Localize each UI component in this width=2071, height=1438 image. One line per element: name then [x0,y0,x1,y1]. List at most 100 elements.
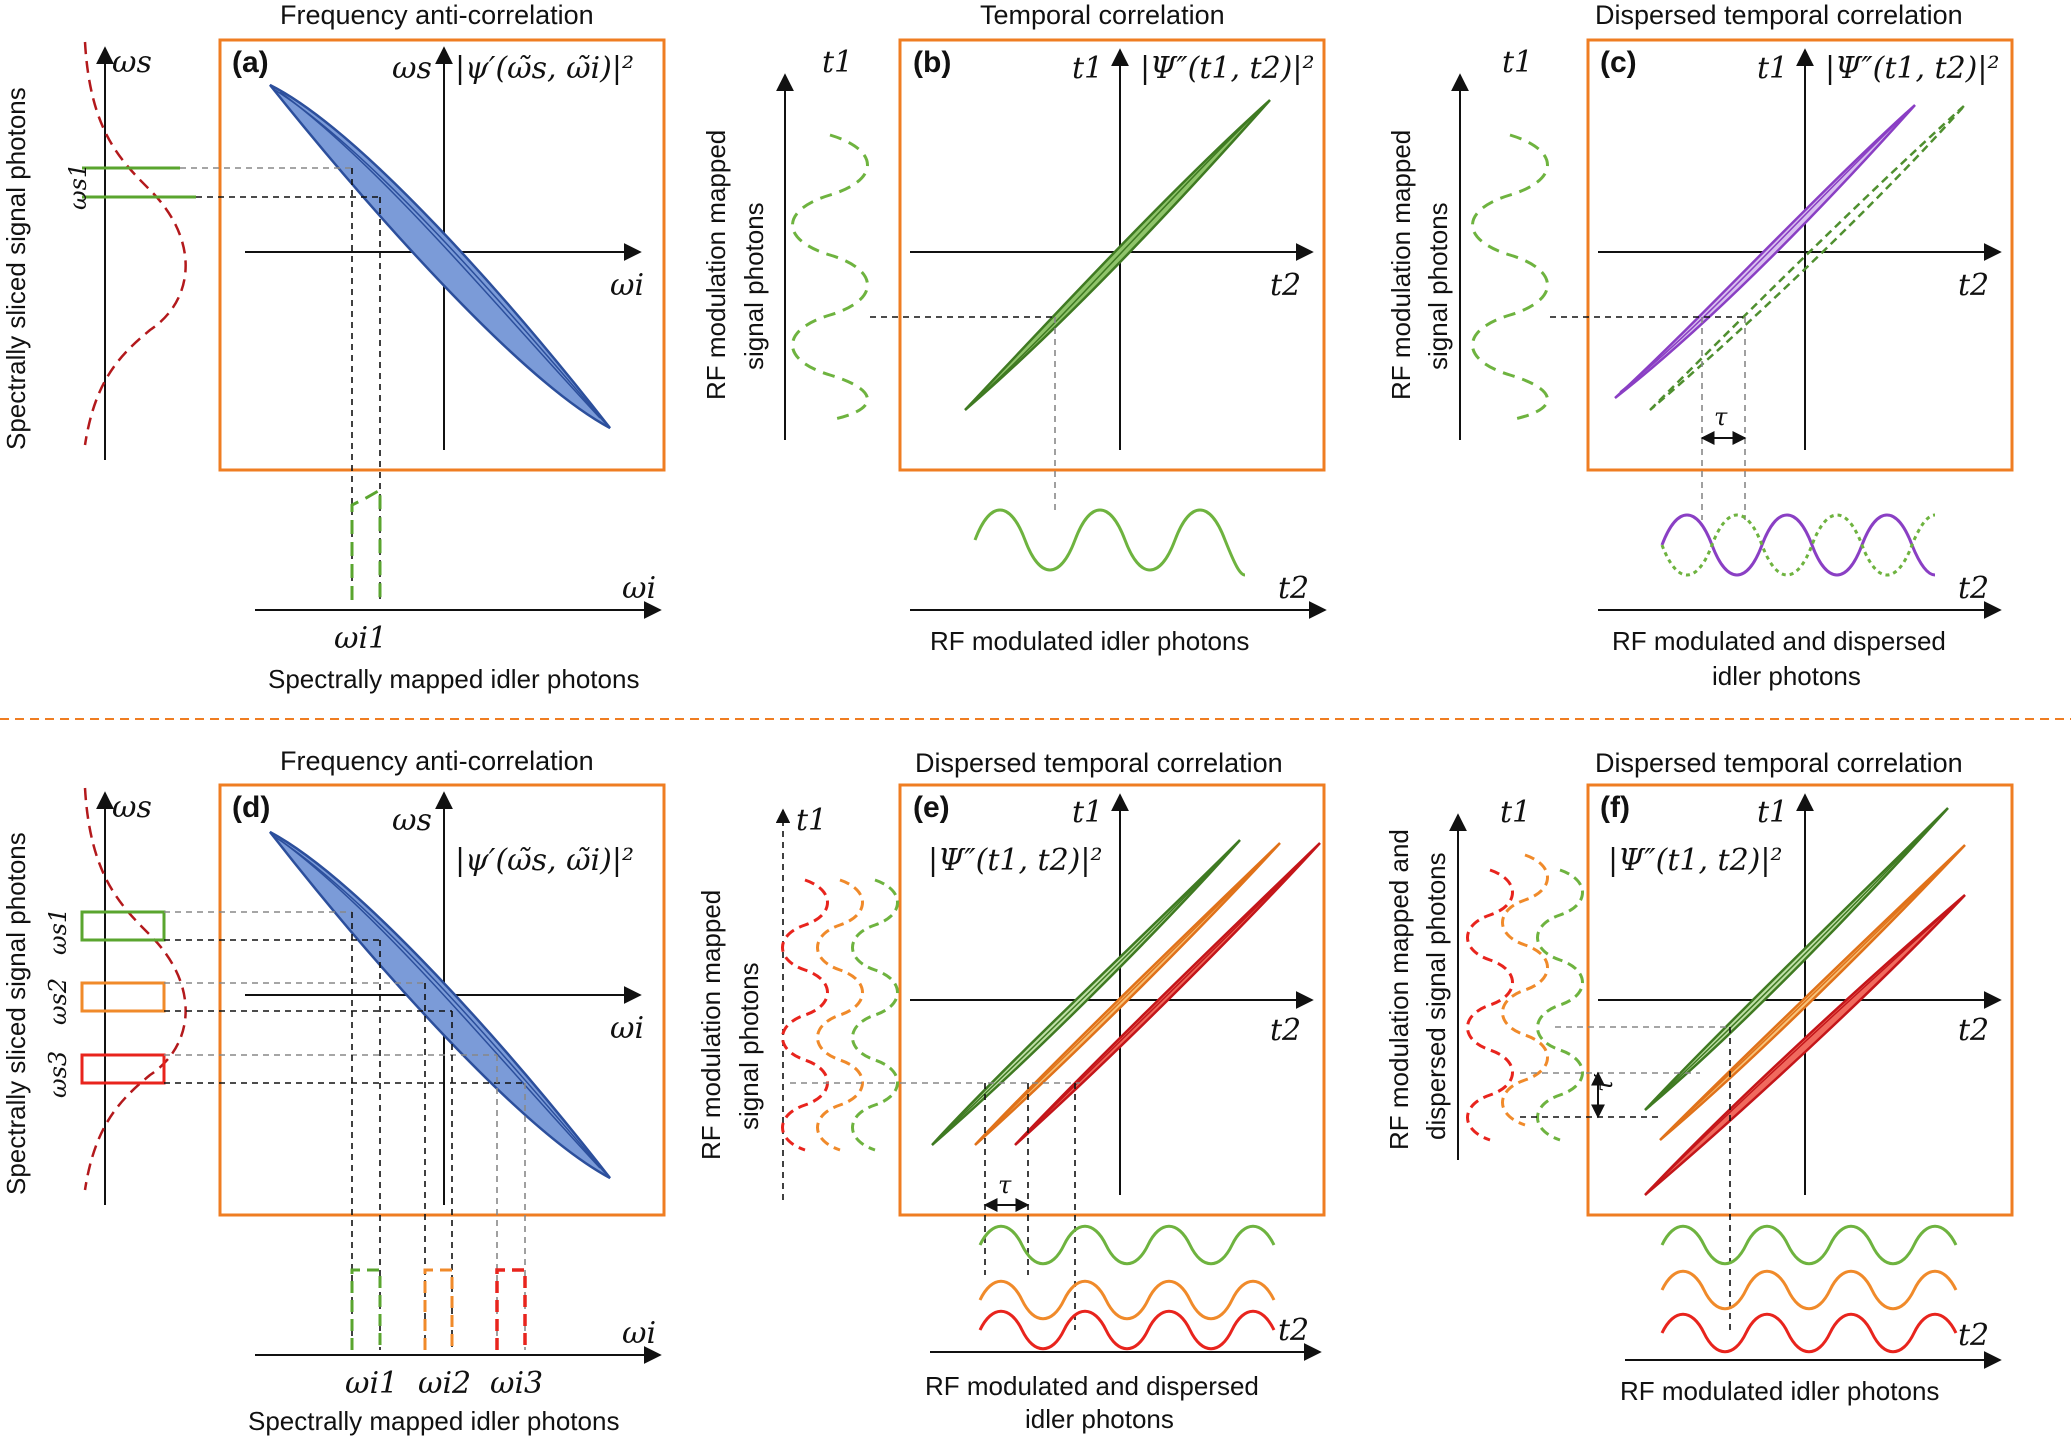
panel-a-idler-slice [350,487,382,600]
panel-d-slice-label-2: ωs2 [44,978,72,1025]
panel-a-side-axis-label: ωs [112,45,152,80]
panel-c-side-label-2: signal photons [1423,202,1453,370]
panel-a-y-label: ωs [392,51,432,86]
panel-b-bottom-axis-label: t2 [1278,571,1309,606]
panel-a-bottom-label: Spectrally mapped idler photons [268,664,639,694]
panel-f-tag: (f) [1600,791,1630,824]
panel-d-slice-2 [80,981,166,1013]
panel-f-ellipse-orange [1659,844,1966,1141]
panel-d-idler-slice-1 [350,1268,382,1350]
panel-f-frame [1586,783,2014,1217]
panel-d-slice-label-1: ωs1 [44,908,72,955]
panel-f-signal-wave-orange [1501,853,1549,1127]
panel-e-signal-wave-red [781,878,829,1152]
panel-e-signal-wave-green [851,878,899,1152]
panel-e-idler-wave-green [978,1224,1276,1266]
panel-f-side-axis-label: t1 [1500,795,1531,830]
panel-c-reference-idler-wave [1660,513,1936,577]
panel-e-formula: |Ψ″(t1, t2)|² [928,843,1103,878]
panel-a: Frequency anti-correlation (a) ωs |ψ′(ω̃… [1,0,666,694]
panel-f-x-label: t2 [1958,1013,1989,1048]
panel-a-title: Frequency anti-correlation [280,0,594,30]
panel-e-side-axis-label: t1 [796,803,827,838]
panel-d-title: Frequency anti-correlation [280,746,594,776]
panel-b-signal-wave [791,133,869,422]
panel-c-frame [1586,38,2014,472]
panel-d-formula: |ψ′(ω̃s, ω̃i)|² [455,843,634,878]
panel-c-tag: (c) [1600,46,1637,79]
panel-a-side-label: Spectrally sliced signal photons [1,87,31,450]
panel-d-bottom-tick-3: ωi3 [490,1366,543,1401]
panel-d-frame [218,783,666,1217]
panel-b-frame [898,38,1326,472]
panel-a-formula: |ψ′(ω̃s, ω̃i)|² [455,51,634,86]
panel-f-signal-wave-red [1466,868,1514,1142]
panel-e-idler-wave-orange [978,1279,1276,1321]
panel-e-bottom-label-2: idler photons [1025,1404,1174,1434]
panel-b-idler-wave [973,508,1246,577]
panel-e-signal-wave-orange [816,878,864,1152]
panel-e-side-label-1: RF modulation mapped [696,890,726,1160]
panel-d-bottom-label: Spectrally mapped idler photons [248,1406,619,1436]
panel-a-tag: (a) [232,46,269,79]
panel-f-side-label-2: dispersed signal photons [1421,852,1451,1140]
panel-f-idler-wave-green [1660,1224,1958,1266]
panel-f-bottom-axis-label: t2 [1958,1318,1989,1353]
panel-a-correlation-ellipse [269,83,611,430]
panel-b-title: Temporal correlation [980,0,1225,30]
panel-c-side-axis-label: t1 [1502,45,1533,80]
panel-b-side-label-1: RF modulation mapped [701,130,731,400]
panel-a-frame [218,38,666,472]
panel-c-bottom-axis-label: t2 [1958,571,1989,606]
panel-f-ellipse-green [1644,807,1949,1111]
panel-a-slice-label: ωs1 [64,163,92,210]
panel-c-formula: |Ψ″(t1, t2)|² [1825,51,2000,86]
panel-c-x-label: t2 [1958,268,1989,303]
panel-b-x-label: t2 [1270,268,1301,303]
panel-b-side-label-2: signal photons [739,202,769,370]
panel-d-bottom-tick-1: ωi1 [345,1366,398,1401]
panel-c-reference-ellipse [1649,104,1966,411]
panel-f-side-label-1: RF modulation mapped and [1384,829,1414,1150]
panel-b-y-label: t1 [1072,51,1103,86]
panel-d-slice-3 [80,1053,166,1085]
panel-f-y-label: t1 [1757,795,1788,830]
panel-d-idler-slice-2 [423,1268,454,1350]
panel-d-bottom-tick-2: ωi2 [418,1366,471,1401]
panel-d-side-axis-label: ωs [112,790,152,825]
panel-c-y-label: t1 [1757,51,1788,86]
panel-d-slice-1 [80,910,166,942]
panel-c-side-label-1: RF modulation mapped [1386,130,1416,400]
panel-d-y-label: ωs [392,803,432,838]
panel-b-side-axis-label: t1 [822,45,853,80]
panel-c-delay-label: τ [1714,403,1728,431]
panel-b-correlation-ellipse [964,99,1271,411]
panel-f: Dispersed temporal correlation (f) t1 |Ψ… [1384,748,2014,1406]
panel-f-title: Dispersed temporal correlation [1595,748,1963,778]
panel-d-bottom-axis-label: ωi [622,1316,656,1351]
panel-d-correlation-ellipse [269,830,611,1180]
panel-f-delay-label: τ′ [1590,1073,1618,1092]
panel-e-frame [898,783,1326,1217]
panel-f-idler-wave-orange [1660,1269,1958,1311]
panel-d-slice-label-3: ωs3 [44,1051,72,1098]
panel-e-x-label: t2 [1270,1013,1301,1048]
panel-e-delay-label: τ [998,1171,1012,1199]
panel-f-bottom-label: RF modulated idler photons [1620,1376,1939,1406]
panel-c-bottom-label-1: RF modulated and dispersed [1612,626,1946,656]
panel-c: Dispersed temporal correlation (c) t1 |Ψ… [1386,0,2014,691]
panel-b: Temporal correlation (b) t1 |Ψ″(t1, t2)|… [701,0,1327,656]
panel-e-y-label: t1 [1072,795,1103,830]
panel-a-spectrum-curve [83,41,187,446]
panel-f-signal-wave-green [1536,868,1584,1142]
panel-e-ellipse-green [931,839,1241,1146]
panel-d-side-label: Spectrally sliced signal photons [1,832,31,1195]
panel-f-ellipse-red [1644,894,1966,1196]
panel-e-tag: (e) [913,791,950,824]
panel-d-idler-slice-3 [495,1268,527,1350]
panel-f-formula: |Ψ″(t1, t2)|² [1608,843,1783,878]
panel-e-bottom-axis-label: t2 [1278,1313,1309,1348]
panel-b-tag: (b) [913,46,951,79]
panel-e-bottom-label-1: RF modulated and dispersed [925,1371,1259,1401]
